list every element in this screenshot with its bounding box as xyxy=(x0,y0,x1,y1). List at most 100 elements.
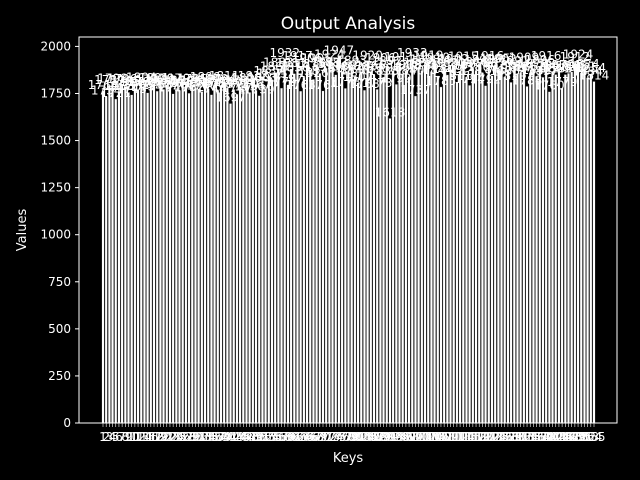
bar-value-label: 1895 xyxy=(464,53,495,67)
x-tick-label: 42 xyxy=(226,430,241,444)
x-tick-label: 19 xyxy=(153,430,168,444)
bar xyxy=(404,71,408,424)
x-tick-label: 154 xyxy=(579,430,602,444)
x-tick-label: 62 xyxy=(290,430,305,444)
bar xyxy=(200,91,204,424)
bar-value-label: 1804 xyxy=(126,70,157,84)
bar xyxy=(579,72,583,424)
x-tick-label: 70 xyxy=(315,430,330,444)
bar-value-label: 1810 xyxy=(496,69,527,83)
bar-value-label: 1756 xyxy=(234,79,265,93)
bar xyxy=(576,60,580,424)
bar-value-label: 1909 xyxy=(509,51,540,65)
x-tick-label: 150 xyxy=(567,430,590,444)
y-tick-label: 1500 xyxy=(40,134,71,148)
bar xyxy=(337,56,341,424)
x-tick-label: 125 xyxy=(487,430,510,444)
y-tick-label: 250 xyxy=(48,369,71,383)
x-tick-label: 29 xyxy=(185,430,200,444)
x-tick-label: 108 xyxy=(433,430,456,444)
bar xyxy=(222,81,226,424)
bar xyxy=(162,88,166,424)
bar xyxy=(442,66,446,424)
bar-value-label: 1798 xyxy=(97,71,128,85)
bar xyxy=(184,87,188,424)
x-tick-label: 141 xyxy=(538,430,561,444)
x-tick-label: 139 xyxy=(532,430,555,444)
x-tick-label: 76 xyxy=(334,430,349,444)
x-tick-label: 68 xyxy=(309,430,324,444)
x-tick-label: 134 xyxy=(516,430,539,444)
bar xyxy=(235,93,239,424)
bar-value-label: 1783 xyxy=(171,74,202,88)
x-tick-label: 59 xyxy=(280,430,295,444)
bar xyxy=(101,90,105,424)
x-tick-label: 78 xyxy=(341,430,356,444)
x-tick-label: 52 xyxy=(258,430,273,444)
bar-value-label: 1869 xyxy=(327,58,358,72)
bar xyxy=(458,71,462,424)
bar xyxy=(436,75,440,424)
x-tick-label: 82 xyxy=(354,430,369,444)
bar-value-label: 1757 xyxy=(113,79,144,93)
bar xyxy=(570,71,574,424)
bar-value-label: 1862 xyxy=(346,59,377,73)
bar xyxy=(276,68,280,424)
x-tick-label: 32 xyxy=(194,430,209,444)
x-tick-label: 7 xyxy=(118,430,126,444)
x-tick-label: 111 xyxy=(442,430,465,444)
bar-value-label: 1834 xyxy=(572,65,603,79)
bar-value-label: 1920 xyxy=(352,48,383,62)
bar-value-label: 1844 xyxy=(422,63,453,77)
bar-value-label: 1780 xyxy=(212,75,243,89)
y-tick-label: 1000 xyxy=(40,228,71,242)
bar xyxy=(146,92,150,424)
bar-value-label: 1840 xyxy=(340,64,371,78)
x-tick-label: 97 xyxy=(401,430,416,444)
bar-value-label: 1760 xyxy=(534,79,565,93)
bar-value-label: 1812 xyxy=(238,69,269,83)
x-tick-label: 122 xyxy=(477,430,500,444)
x-tick-label: 149 xyxy=(563,430,586,444)
bar xyxy=(181,84,185,424)
x-tick-label: 1 xyxy=(99,430,107,444)
bar xyxy=(394,84,398,424)
bar xyxy=(302,76,306,424)
bar-value-label: 1881 xyxy=(311,56,342,70)
bar-value-label: 1856 xyxy=(387,61,418,75)
bar xyxy=(385,66,389,424)
x-tick-label: 54 xyxy=(264,430,279,444)
bar xyxy=(286,84,290,424)
bar-value-label: 1792 xyxy=(136,73,167,87)
bar xyxy=(573,62,577,424)
x-tick-label: 5 xyxy=(112,430,120,444)
bar-value-label: 1902 xyxy=(486,52,517,66)
bar xyxy=(449,68,452,424)
bar xyxy=(340,70,344,424)
bar xyxy=(516,73,519,424)
bar-value-label: 1865 xyxy=(556,59,587,73)
bar-value-label: 1875 xyxy=(295,57,326,71)
bar-value-label: 1825 xyxy=(257,66,288,80)
bar-value-label: 1797 xyxy=(151,72,182,86)
bar xyxy=(139,83,143,424)
x-tick-label: 86 xyxy=(366,430,381,444)
bar-value-label: 1857 xyxy=(502,60,533,74)
bar-value-label: 1862 xyxy=(515,59,546,73)
x-tick-label: 155 xyxy=(583,430,606,444)
x-tick-label: 115 xyxy=(455,430,478,444)
bar-value-label: 1856 xyxy=(279,61,310,75)
bar-value-label: 1811 xyxy=(442,69,473,83)
x-tick-label: 81 xyxy=(350,430,365,444)
x-tick-label: 75 xyxy=(331,430,346,444)
y-tick-label: 750 xyxy=(48,275,71,289)
x-tick-label: 18 xyxy=(150,430,165,444)
x-tick-label: 15 xyxy=(140,430,155,444)
bar xyxy=(551,71,555,424)
x-tick-label: 39 xyxy=(217,430,232,444)
bar-value-label: 1898 xyxy=(410,53,441,67)
bar xyxy=(264,88,268,424)
bar-value-label: 1768 xyxy=(203,77,234,91)
bar-value-label: 1842 xyxy=(521,63,552,77)
bar xyxy=(136,89,140,424)
